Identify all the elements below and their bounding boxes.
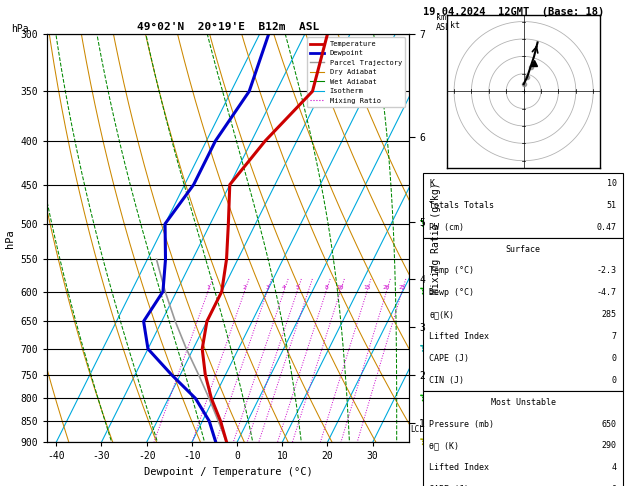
- Text: 4: 4: [282, 285, 286, 290]
- Text: Most Unstable: Most Unstable: [491, 398, 555, 407]
- Text: 7: 7: [612, 332, 616, 341]
- Legend: Temperature, Dewpoint, Parcel Trajectory, Dry Adiabat, Wet Adiabat, Isotherm, Mi: Temperature, Dewpoint, Parcel Trajectory…: [307, 37, 405, 107]
- Text: 8: 8: [324, 285, 328, 290]
- Text: Totals Totals: Totals Totals: [430, 201, 494, 210]
- Text: 0: 0: [612, 354, 616, 363]
- Text: kt: kt: [450, 21, 460, 30]
- Text: CAPE (J): CAPE (J): [430, 485, 469, 486]
- Bar: [423, 238, 623, 391]
- Text: Lifted Index: Lifted Index: [430, 332, 489, 341]
- Text: 0: 0: [612, 485, 616, 486]
- Text: hPa: hPa: [11, 24, 29, 34]
- Text: 2: 2: [243, 285, 247, 290]
- Text: 3: 3: [265, 285, 269, 290]
- Text: Pressure (mb): Pressure (mb): [430, 419, 494, 429]
- Text: 25: 25: [398, 285, 406, 290]
- X-axis label: Dewpoint / Temperature (°C): Dewpoint / Temperature (°C): [143, 467, 313, 477]
- Y-axis label: Mixing Ratio (g/kg): Mixing Ratio (g/kg): [431, 182, 441, 294]
- Text: 10: 10: [607, 179, 616, 188]
- Text: 0.47: 0.47: [597, 223, 616, 232]
- Text: K: K: [430, 179, 434, 188]
- Bar: [423, 173, 623, 238]
- Text: θᴄ(K): θᴄ(K): [430, 310, 454, 319]
- Text: 20: 20: [382, 285, 390, 290]
- Text: 5: 5: [295, 285, 299, 290]
- Text: 15: 15: [363, 285, 370, 290]
- Text: CAPE (J): CAPE (J): [430, 354, 469, 363]
- Text: 285: 285: [602, 310, 616, 319]
- Text: CIN (J): CIN (J): [430, 376, 464, 385]
- Text: 19.04.2024  12GMT  (Base: 18): 19.04.2024 12GMT (Base: 18): [423, 7, 604, 17]
- Text: -4.7: -4.7: [597, 288, 616, 297]
- Text: 0: 0: [612, 376, 616, 385]
- Text: LCL: LCL: [411, 425, 425, 434]
- Text: 10: 10: [337, 285, 344, 290]
- Text: Surface: Surface: [506, 244, 540, 254]
- Y-axis label: hPa: hPa: [5, 229, 15, 247]
- Text: 51: 51: [607, 201, 616, 210]
- Text: -2.3: -2.3: [597, 266, 616, 276]
- Text: Temp (°C): Temp (°C): [430, 266, 474, 276]
- Bar: [423, 391, 623, 486]
- Text: PW (cm): PW (cm): [430, 223, 464, 232]
- Text: 4: 4: [612, 463, 616, 472]
- Text: 1: 1: [206, 285, 210, 290]
- Text: Dewp (°C): Dewp (°C): [430, 288, 474, 297]
- Text: θᴄ (K): θᴄ (K): [430, 441, 459, 451]
- Text: km
ASL: km ASL: [436, 13, 451, 32]
- Text: Lifted Index: Lifted Index: [430, 463, 489, 472]
- Text: 650: 650: [602, 419, 616, 429]
- Title: 49°02'N  20°19'E  B12m  ASL: 49°02'N 20°19'E B12m ASL: [137, 22, 319, 32]
- Text: 290: 290: [602, 441, 616, 451]
